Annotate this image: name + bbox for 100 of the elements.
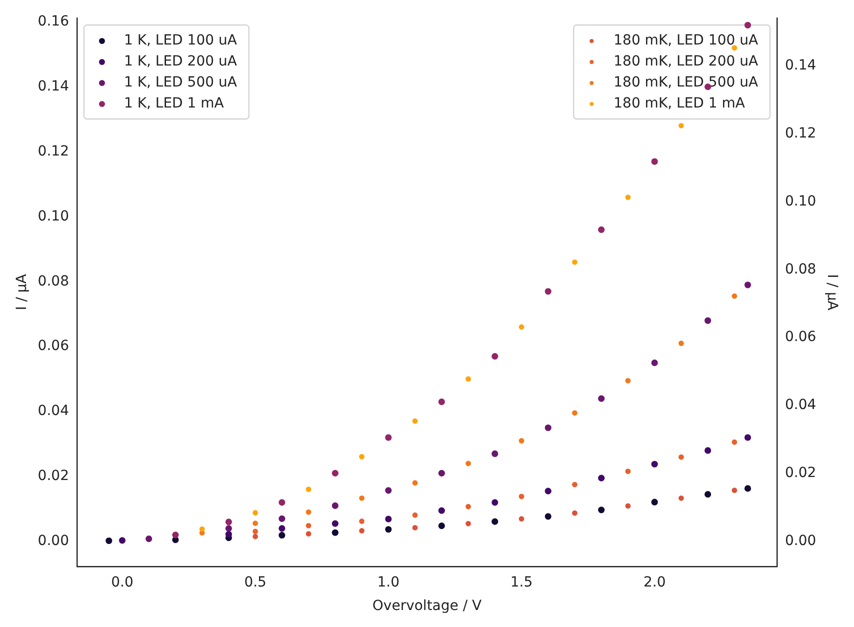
point: [466, 376, 471, 382]
legend-label: 180 mK, LED 100 uA: [614, 32, 758, 49]
point: [625, 503, 631, 509]
point: [332, 529, 338, 536]
point: [732, 293, 738, 299]
legend-label: 1 K, LED 500 uA: [124, 74, 238, 91]
point: [225, 525, 232, 532]
point: [225, 518, 232, 526]
point: [359, 454, 364, 460]
point: [106, 537, 112, 544]
point: [704, 317, 712, 324]
point: [492, 450, 498, 458]
point: [225, 530, 232, 538]
point: [625, 378, 631, 384]
x-axis-title: Overvoltage / V: [372, 598, 482, 614]
y2-tick-label: 0.10: [785, 193, 816, 210]
point: [438, 522, 445, 530]
point: [544, 424, 552, 432]
y-tick-label: 0.04: [38, 403, 70, 420]
point: [651, 460, 658, 468]
point: [544, 513, 552, 520]
point: [518, 494, 524, 500]
point: [678, 495, 684, 501]
point: [466, 460, 471, 466]
point: [306, 531, 312, 536]
point: [732, 439, 738, 445]
point: [438, 398, 445, 406]
legend-label: 180 mK, LED 200 uA: [614, 54, 758, 70]
point: [492, 499, 498, 506]
point: [598, 226, 605, 233]
point: [625, 468, 631, 474]
point: [385, 516, 392, 522]
point: [306, 486, 312, 492]
y2-tick-label: 0.00: [785, 532, 816, 549]
point: [466, 520, 471, 526]
point: [306, 509, 312, 515]
point: [518, 438, 524, 444]
point: [678, 122, 684, 128]
point: [598, 506, 605, 514]
y2-tick-label: 0.14: [785, 58, 816, 74]
legend-label: 1 K, LED 200 uA: [124, 54, 238, 70]
y-tick-label: 0.16: [38, 14, 70, 30]
point: [651, 360, 658, 366]
point: [385, 526, 392, 533]
y2-axis-title: I / µA: [824, 274, 840, 311]
point: [412, 480, 418, 486]
point: [598, 474, 605, 482]
point: [651, 498, 658, 506]
point: [598, 395, 605, 402]
point: [332, 502, 338, 509]
y-tick-label: 0.14: [38, 78, 70, 94]
point: [412, 418, 418, 424]
point: [438, 507, 445, 514]
point: [332, 470, 338, 477]
point: [118, 537, 126, 544]
point: [306, 522, 312, 528]
point: [518, 516, 524, 522]
point: [278, 525, 286, 532]
x-tick-label: 2.0: [643, 574, 666, 590]
point: [252, 520, 258, 526]
y-tick-label: 0.02: [38, 468, 69, 484]
point: [678, 340, 684, 346]
legend-label: 1 K, LED 100 uA: [124, 32, 238, 49]
x-tick-label: 1.5: [510, 574, 533, 590]
point: [572, 510, 578, 516]
legend-label: 180 mK, LED 500 uA: [614, 74, 758, 91]
point: [678, 454, 684, 460]
point: [651, 158, 658, 165]
y-tick-label: 0.10: [38, 208, 69, 224]
point: [412, 512, 418, 518]
point: [412, 524, 418, 530]
y2-tick-label: 0.12: [785, 125, 816, 142]
y2-tick-label: 0.02: [785, 465, 816, 481]
y-tick-label: 0.00: [38, 533, 69, 550]
point: [252, 528, 258, 534]
point: [172, 532, 179, 538]
point: [572, 410, 578, 416]
point: [744, 282, 752, 288]
legend-label: 180 mK, LED 1 mA: [614, 96, 746, 112]
point: [359, 518, 364, 524]
point: [492, 518, 498, 525]
point: [544, 288, 552, 295]
point: [732, 488, 738, 494]
point: [252, 510, 258, 516]
point: [385, 487, 392, 494]
point: [518, 324, 524, 330]
y-axis-title: I / µA: [14, 274, 30, 310]
point: [625, 194, 631, 200]
point: [359, 495, 364, 501]
point: [732, 45, 738, 51]
y2-tick-label: 0.04: [785, 397, 816, 414]
point: [544, 488, 552, 494]
point: [572, 482, 578, 488]
point: [278, 515, 286, 522]
point: [359, 528, 364, 534]
y2-tick-label: 0.06: [785, 329, 816, 346]
point: [385, 434, 392, 441]
y-tick-label: 0.08: [38, 273, 69, 290]
x-tick-label: 1.0: [377, 574, 400, 590]
y-tick-label: 0.06: [38, 338, 70, 354]
